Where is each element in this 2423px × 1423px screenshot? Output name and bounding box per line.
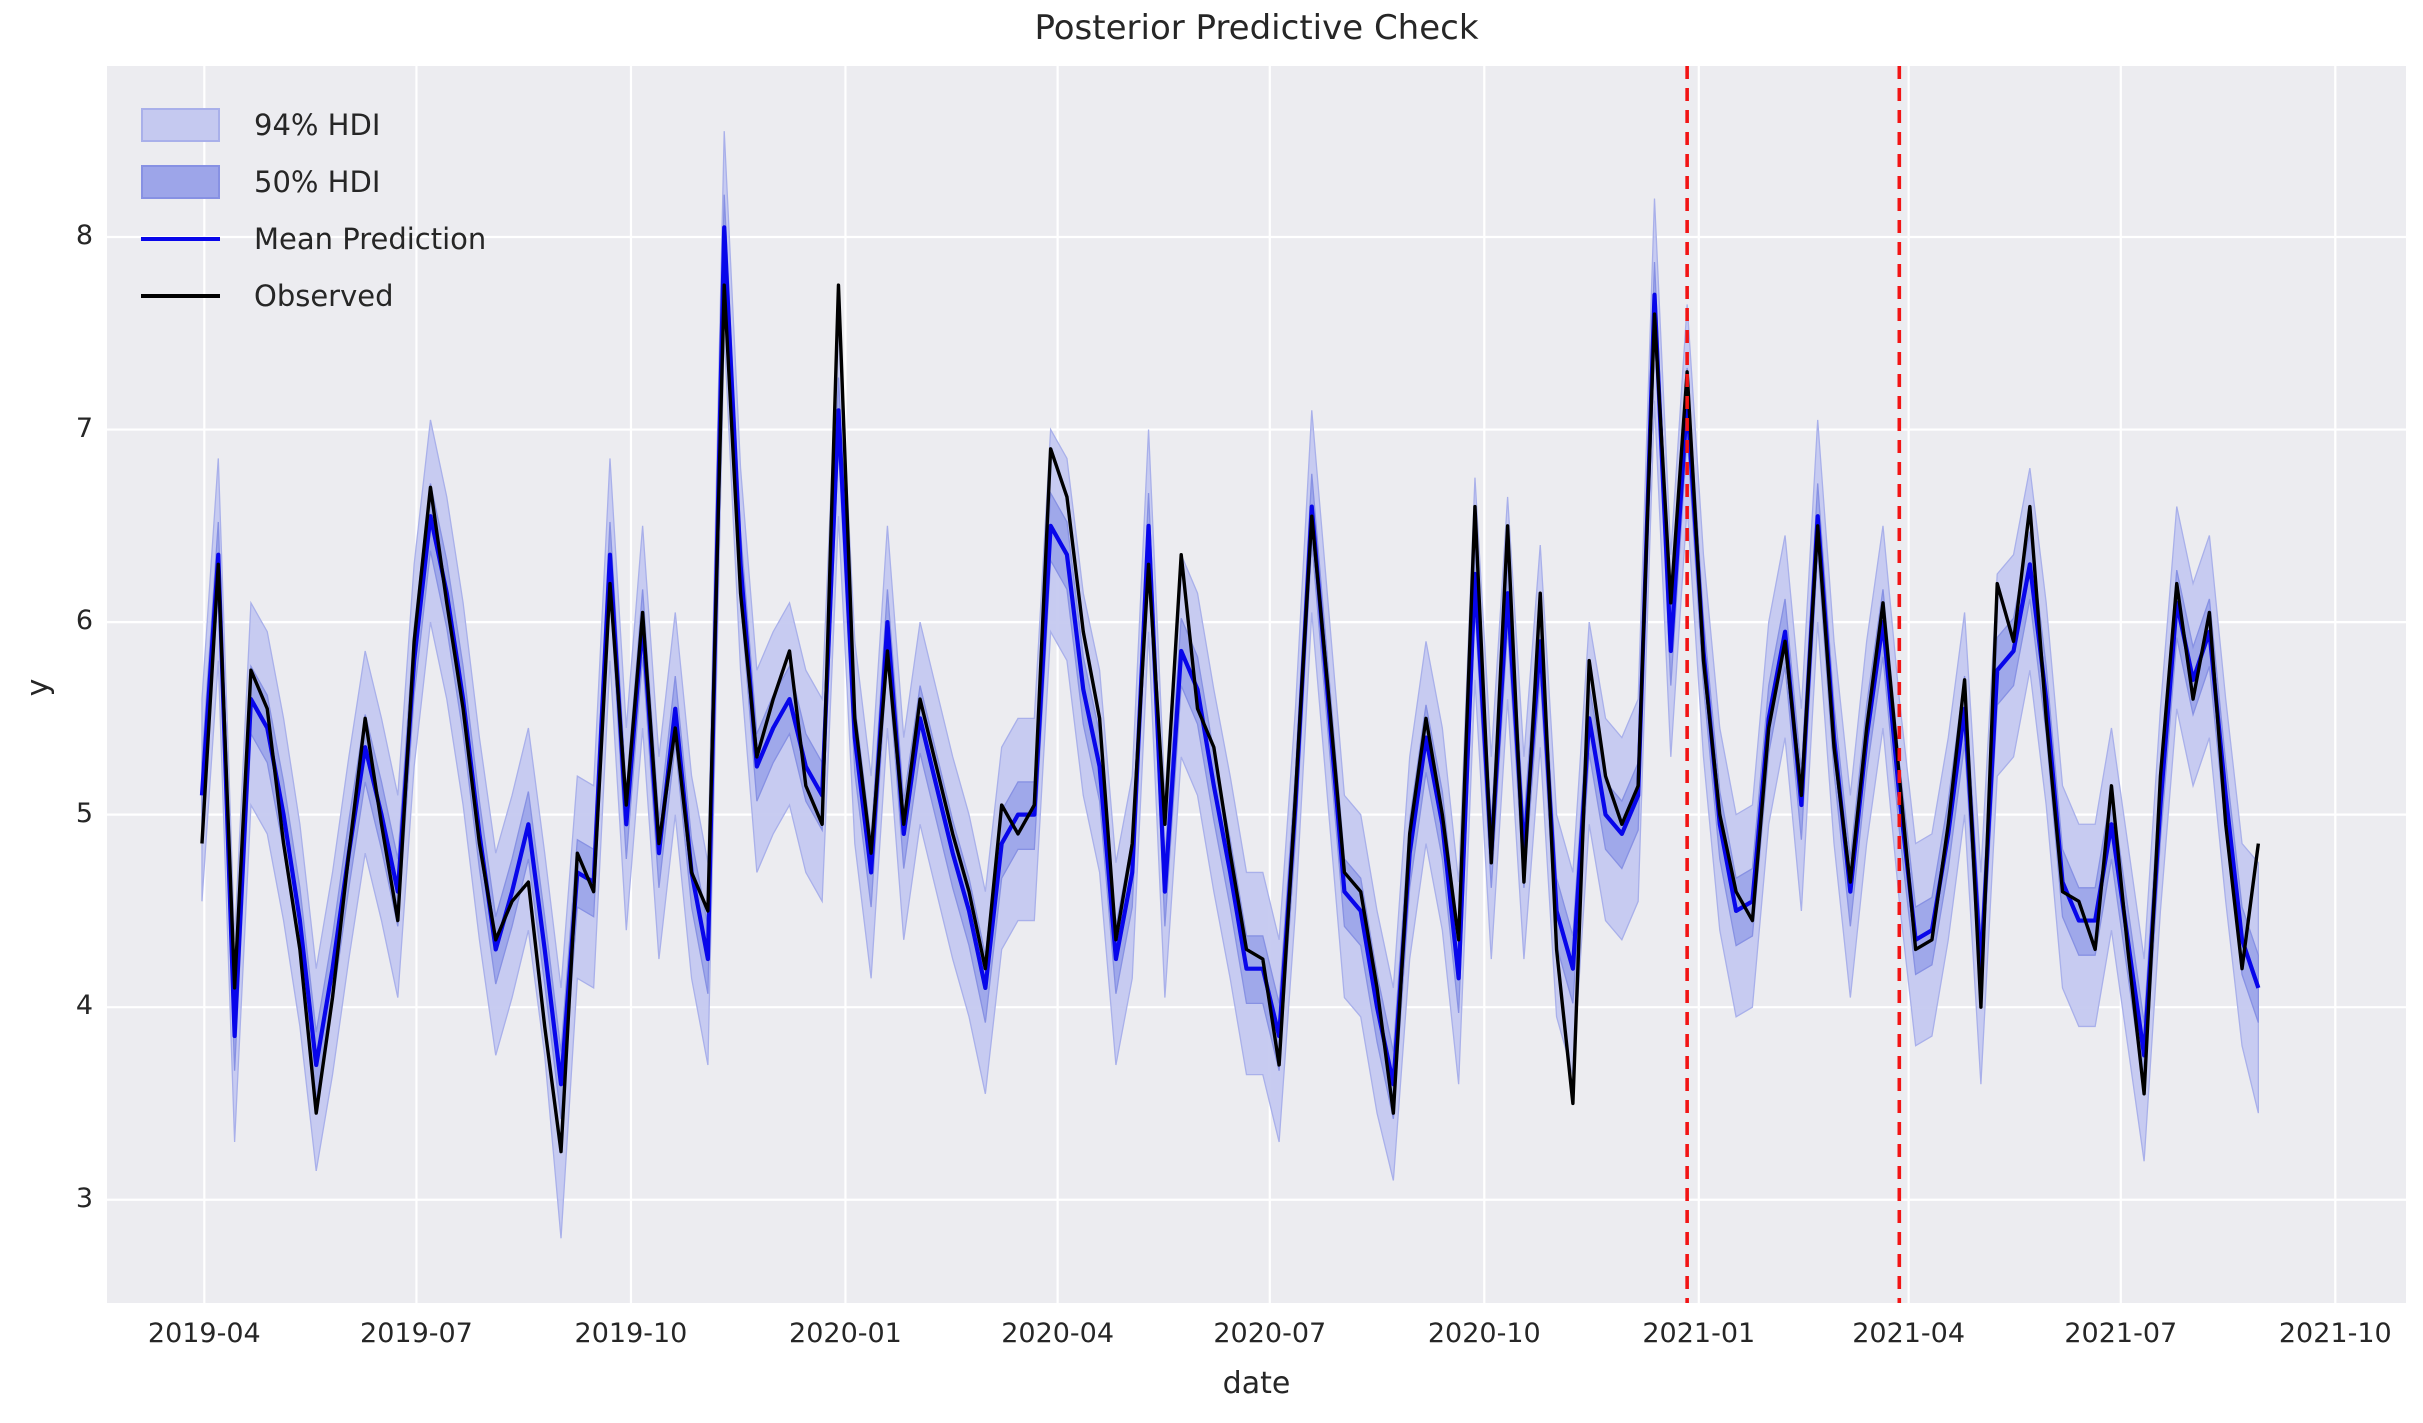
observed-line xyxy=(200,283,2261,1154)
x-tick-label: 2021-04 xyxy=(1852,1318,1966,1349)
x-tick-label: 2020-07 xyxy=(1213,1318,1327,1349)
x-tick-label: 2019-04 xyxy=(147,1318,261,1349)
mean-line-swatch-icon xyxy=(141,236,220,241)
y-tick-label: 6 xyxy=(75,605,93,637)
y-tick-label: 8 xyxy=(75,220,93,251)
x-tick-label: 2020-04 xyxy=(1001,1318,1115,1349)
legend-item-mean: Mean Prediction xyxy=(141,210,486,267)
hdi50-swatch-icon xyxy=(141,164,220,199)
x-tick-label: 2020-10 xyxy=(1427,1318,1541,1349)
legend-label: Observed xyxy=(254,278,394,313)
x-axis-label: date xyxy=(1222,1366,1291,1401)
chart-title: Posterior Predictive Check xyxy=(1034,8,1479,48)
y-tick-label: 3 xyxy=(75,1182,93,1214)
data-lines xyxy=(199,225,2261,1154)
x-tick-label: 2020-01 xyxy=(789,1318,902,1349)
reference-vlines xyxy=(1685,66,1902,1303)
x-tick-label: 2019-07 xyxy=(360,1318,473,1349)
x-tick-label: 2021-07 xyxy=(2064,1318,2178,1349)
y-tick-label: 7 xyxy=(75,412,93,444)
x-tick-label: 2021-10 xyxy=(2278,1318,2392,1349)
legend-label: 94% HDI xyxy=(254,107,381,142)
legend-item-observed: Observed xyxy=(141,267,486,324)
y-tick-label: 5 xyxy=(75,797,93,829)
y-axis-label: y xyxy=(20,678,56,697)
legend-label: Mean Prediction xyxy=(254,221,487,256)
legend-label: 50% HDI xyxy=(254,164,381,199)
legend: 94% HDI 50% HDI Mean Prediction Observed xyxy=(141,96,486,324)
legend-item-94hdi: 94% HDI xyxy=(141,96,486,153)
legend-item-50hdi: 50% HDI xyxy=(141,153,486,210)
observed-line-swatch-icon xyxy=(141,293,220,298)
y-tick-label: 4 xyxy=(75,990,93,1022)
hdi-bands xyxy=(201,131,2259,1239)
x-tick-label: 2019-10 xyxy=(574,1318,688,1349)
hdi94-swatch-icon xyxy=(141,107,220,142)
x-tick-label: 2021-01 xyxy=(1642,1318,1756,1349)
